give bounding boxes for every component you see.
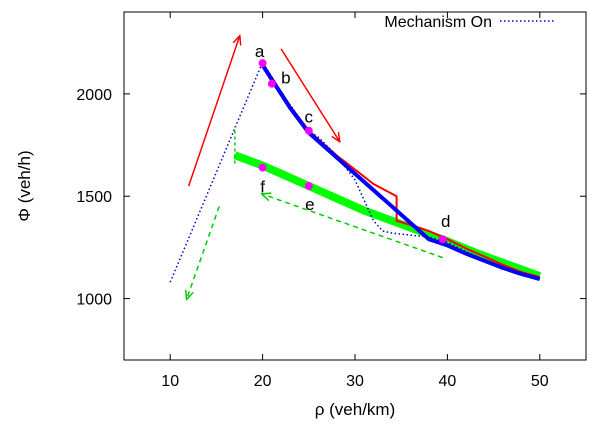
green-dashed-arrow (187, 206, 220, 298)
legend-label: Mechanism On (384, 14, 492, 31)
marker-label-d: d (441, 212, 450, 231)
marker-label-e: e (305, 195, 314, 214)
series-line-mechanism-on (169, 61, 540, 283)
marker-label-f: f (260, 178, 265, 197)
marker-label-a: a (255, 42, 265, 61)
series-band-green (233, 151, 542, 280)
marker-label-c: c (305, 108, 314, 127)
x-tick-label: 40 (439, 373, 457, 390)
marker-label-b: b (281, 69, 290, 88)
x-axis-title: ρ (veh/km) (315, 400, 396, 419)
marker-point-a (258, 59, 267, 68)
y-axis-title: Φ (veh/h) (15, 150, 34, 221)
y-axis: 1000 1500 2000 (76, 87, 586, 309)
series-layer (169, 61, 542, 283)
marker-layer: ab c d e f (255, 42, 451, 244)
x-tick-label: 20 (254, 373, 272, 390)
red-arrow (187, 37, 240, 187)
x-tick-label: 30 (346, 373, 364, 390)
marker-point-e (304, 182, 313, 190)
marker-point-c (304, 126, 313, 135)
series-line-red (261, 62, 541, 279)
marker-point-d (438, 235, 447, 244)
y-tick-label: 2000 (76, 87, 112, 104)
y-tick-label: 1000 (76, 292, 112, 309)
green-dashed-arrow (263, 194, 444, 259)
x-tick-label: 10 (161, 373, 179, 390)
plot-frame (123, 11, 587, 361)
x-axis: 10 20 30 40 50 (161, 12, 549, 390)
y-tick-label: 1500 (76, 189, 112, 206)
marker-point-b (267, 79, 276, 88)
arrow-layer (187, 37, 444, 299)
x-tick-label: 50 (531, 373, 549, 390)
series-band-blue (260, 64, 541, 282)
red-arrow (280, 48, 339, 141)
marker-point-f (258, 163, 267, 172)
legend: Mechanism On (384, 14, 556, 31)
